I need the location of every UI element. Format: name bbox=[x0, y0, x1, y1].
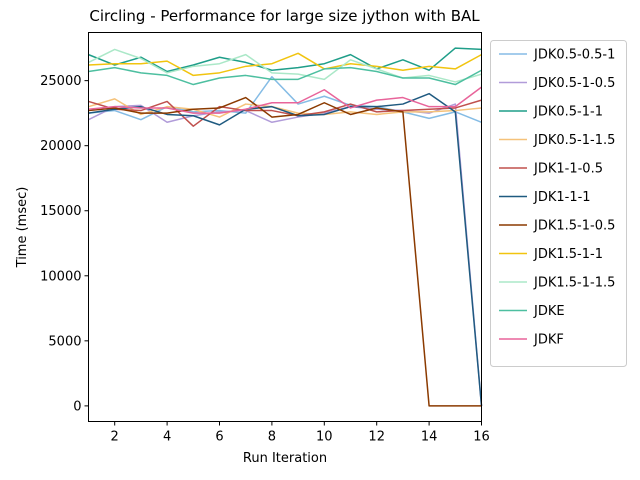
legend-label-7: JDK1.5-1-0.5 bbox=[533, 219, 615, 234]
y-tick-label: 0 bbox=[73, 399, 81, 414]
x-tick-label: 12 bbox=[368, 430, 385, 445]
series-line-6 bbox=[88, 92, 483, 406]
series-line-10 bbox=[88, 66, 482, 86]
y-tick-label: 5000 bbox=[48, 334, 81, 349]
series-line-11 bbox=[88, 86, 482, 114]
x-ticks: 2 4 6 8 10 12 14 16 bbox=[111, 421, 490, 445]
legend: JDK0.5-0.5-1 JDK0.5-1-0.5 JDK0.5-1-1 JDK0.5… bbox=[490, 40, 627, 367]
x-tick-label: 8 bbox=[268, 430, 276, 445]
x-tick-label: 6 bbox=[215, 430, 223, 445]
legend-label-4: JDK0.5-1-1.5 bbox=[533, 133, 615, 148]
legend-label-2: JDK0.5-1-0.5 bbox=[533, 76, 615, 91]
plot-frame bbox=[88, 32, 482, 422]
legend-label-9: JDK1.5-1-1.5 bbox=[533, 276, 615, 291]
series-line-3 bbox=[88, 47, 482, 73]
legend-label-8: JDK1.5-1-1 bbox=[533, 247, 603, 262]
legend-label-3: JDK0.5-1-1 bbox=[533, 105, 603, 120]
y-tick-label: 15000 bbox=[40, 204, 81, 219]
y-tick-label: 10000 bbox=[40, 269, 81, 284]
y-ticks: 0 5000 10000 15000 20000 25000 bbox=[40, 74, 89, 414]
series-layer bbox=[88, 47, 483, 407]
y-tick-label: 20000 bbox=[40, 139, 81, 154]
series-line-2 bbox=[88, 103, 483, 406]
legend-label-10: JDKE bbox=[533, 304, 565, 319]
y-tick-label: 25000 bbox=[40, 74, 81, 89]
x-tick-label: 16 bbox=[473, 430, 490, 445]
legend-label-5: JDK1-1-0.5 bbox=[533, 162, 603, 177]
legend-label-1: JDK0.5-0.5-1 bbox=[533, 48, 615, 63]
x-axis-label: Run Iteration bbox=[243, 451, 327, 466]
x-tick-label: 4 bbox=[163, 430, 171, 445]
legend-label-11: JDKF bbox=[533, 333, 564, 348]
series-line-9 bbox=[88, 48, 482, 83]
series-line-5 bbox=[88, 99, 482, 127]
legend-label-6: JDK1-1-1 bbox=[533, 190, 591, 205]
y-axis-label: Time (msec) bbox=[15, 187, 30, 269]
chart-title: Circling - Performance for large size jy… bbox=[89, 7, 480, 25]
series-line-7 bbox=[88, 96, 482, 407]
axes-layer bbox=[88, 32, 482, 422]
x-tick-label: 14 bbox=[421, 430, 438, 445]
legend-box bbox=[490, 40, 627, 367]
x-tick-label: 2 bbox=[111, 430, 119, 445]
series-line-8 bbox=[88, 52, 482, 77]
x-tick-label: 10 bbox=[316, 430, 333, 445]
